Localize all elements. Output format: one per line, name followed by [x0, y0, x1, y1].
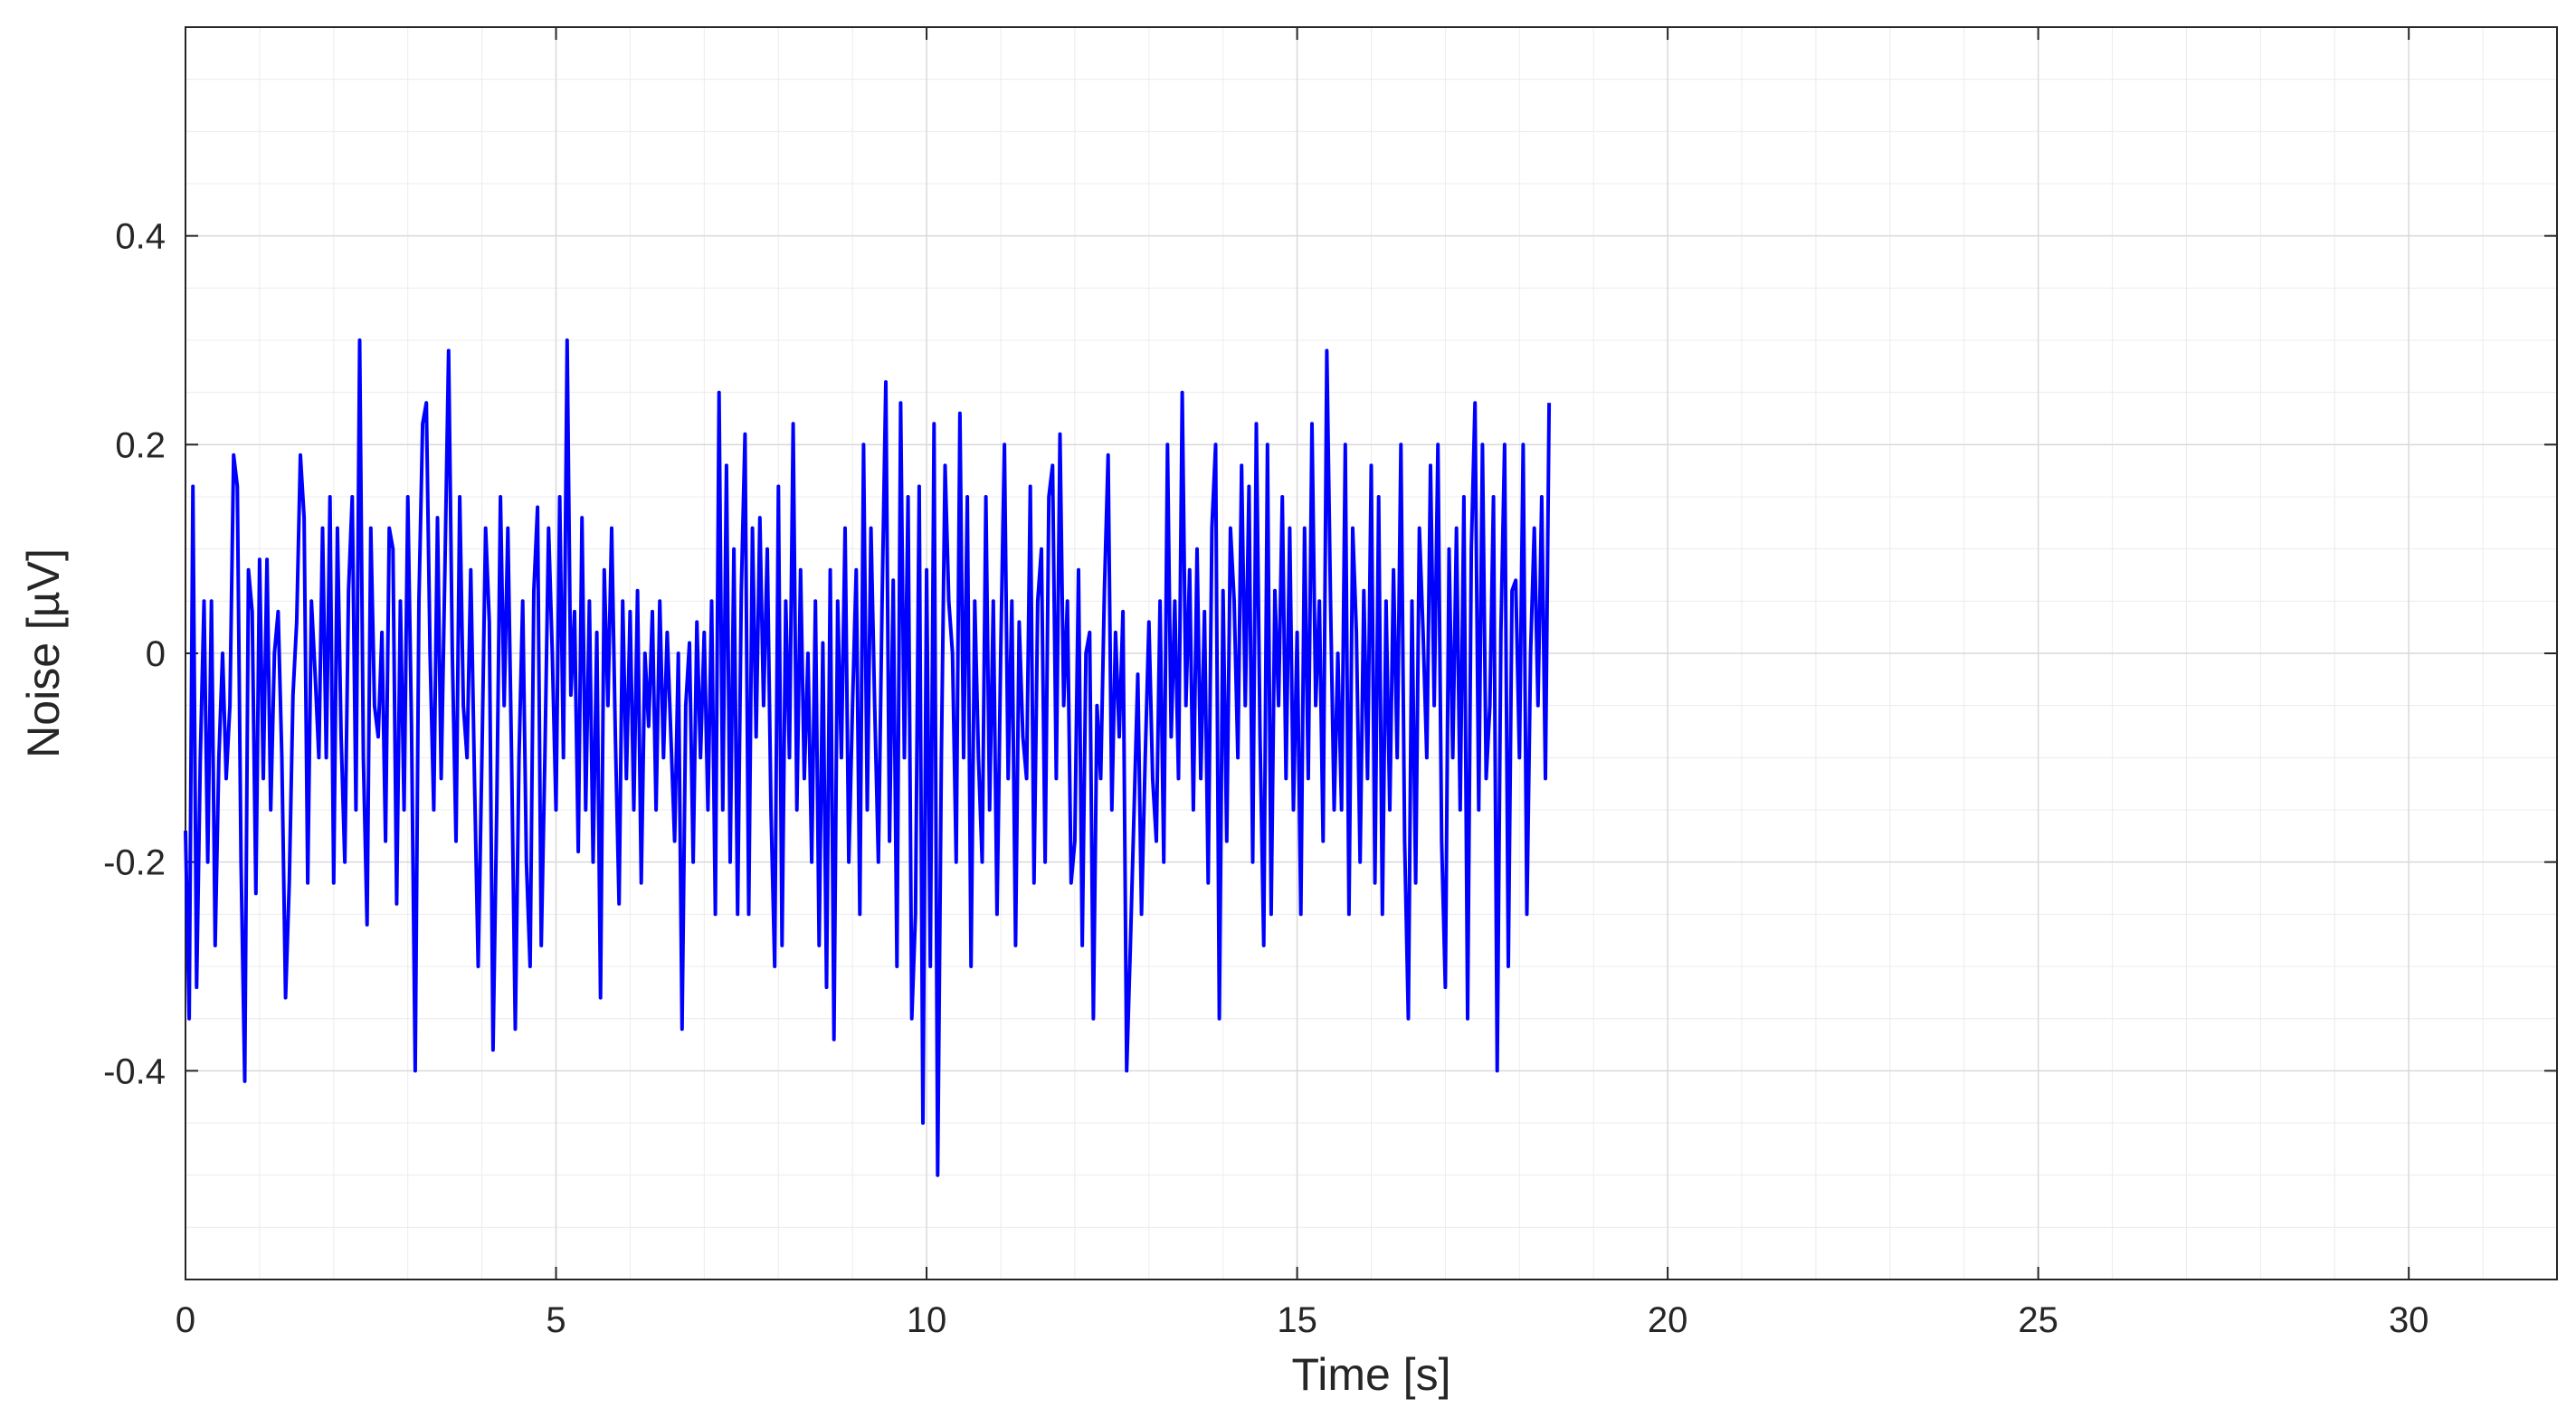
noise-series-line [184, 338, 1552, 1177]
x-tick-label: 25 [2018, 1300, 2058, 1340]
y-tick-label: -0.2 [103, 843, 166, 883]
y-axis-label: Noise [µV] [18, 548, 69, 758]
x-tick-labels: 0 5 10 15 20 25 30 [176, 1300, 2429, 1340]
y-axis-ticks [185, 234, 2557, 1072]
x-axis-ticks [185, 27, 2410, 1280]
x-axis-label: Time [s] [1292, 1349, 1451, 1400]
y-tick-label: 0.4 [115, 217, 166, 257]
x-tick-label: 10 [907, 1300, 947, 1340]
y-tick-label: -0.4 [103, 1051, 166, 1091]
x-tick-label: 30 [2389, 1300, 2429, 1340]
y-tick-label: 0 [146, 634, 166, 674]
x-tick-label: 0 [176, 1300, 195, 1340]
x-tick-label: 15 [1277, 1300, 1317, 1340]
y-tick-labels: -0.4 -0.2 0 0.2 0.4 [103, 217, 166, 1092]
y-tick-label: 0.2 [115, 425, 166, 465]
x-tick-label: 5 [546, 1300, 566, 1340]
x-tick-label: 20 [1648, 1300, 1688, 1340]
